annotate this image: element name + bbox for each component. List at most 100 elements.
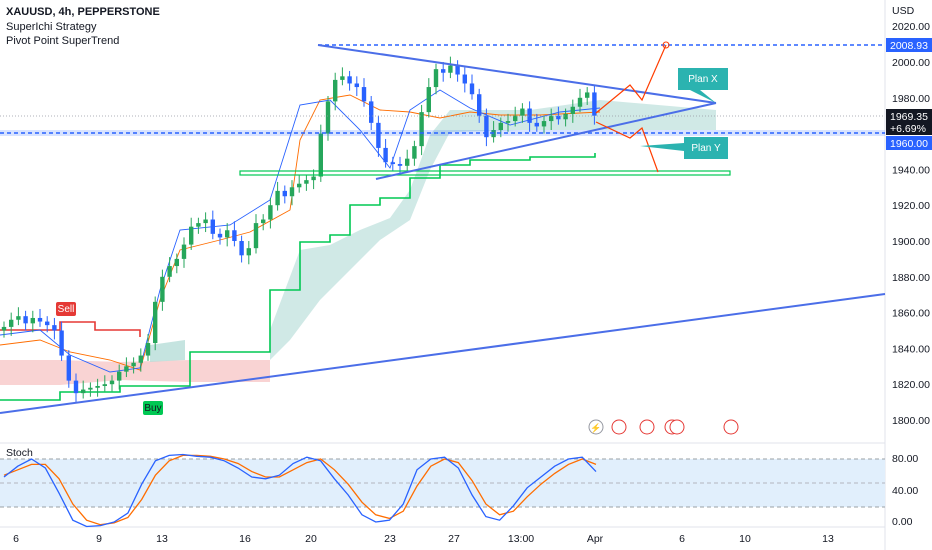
plan-x-projection <box>595 44 667 114</box>
price-tick-label: 1880.00 <box>892 272 930 284</box>
stoch-tick-0: 0.00 <box>892 516 913 528</box>
time-tick-label: 6 <box>13 533 19 545</box>
candle-body <box>462 74 467 84</box>
candle-body <box>282 190 287 197</box>
candle-body <box>383 147 388 163</box>
candle-body <box>268 205 273 220</box>
tenkan-line <box>0 89 601 373</box>
candle-body <box>325 101 331 134</box>
candle-body <box>167 266 172 277</box>
us-flag-icon[interactable] <box>669 419 685 435</box>
tag-current-price-text: 1969.35 <box>890 111 928 123</box>
candle-body <box>153 301 158 344</box>
time-tick-label: Apr <box>587 533 604 545</box>
candle-body <box>9 319 14 327</box>
indicator-superichi[interactable]: SuperIchi Strategy <box>6 21 97 33</box>
lightning-icon[interactable] <box>588 419 604 435</box>
candlestick-series <box>1 56 597 403</box>
time-tick-label: 20 <box>305 533 317 545</box>
kijun-line <box>0 94 601 371</box>
candle-body <box>369 101 374 123</box>
candle-body <box>412 146 417 159</box>
candle-body <box>549 115 554 122</box>
candle-body <box>405 158 410 166</box>
candle-body <box>469 83 475 95</box>
candle-body <box>527 108 532 123</box>
candle-body <box>426 87 431 113</box>
indicator-supertrend[interactable]: Pivot Point SuperTrend <box>6 35 120 47</box>
ichimoku-cloud <box>0 100 716 385</box>
tag-support-level: 1960.00 <box>886 136 932 150</box>
candle-body <box>102 384 107 386</box>
candle-body <box>484 115 489 138</box>
tag-top-level: 2008.93 <box>886 38 932 52</box>
candle-body <box>232 230 237 241</box>
us-flag-icon[interactable] <box>723 419 739 435</box>
candle-body <box>16 316 21 320</box>
candle-body <box>73 380 79 394</box>
price-tick-label: 1840.00 <box>892 343 930 355</box>
time-tick-label: 13 <box>156 533 168 545</box>
candle-body <box>556 115 561 120</box>
candle-body <box>59 330 64 356</box>
candle-body <box>253 223 259 249</box>
candle-body <box>30 317 35 324</box>
price-tick-label: 1940.00 <box>892 164 930 176</box>
candle-body <box>498 122 503 131</box>
candle-body <box>275 190 280 206</box>
candle-body <box>361 87 367 102</box>
support-zone-box <box>239 170 731 176</box>
candle-body <box>433 69 439 88</box>
plan-x-label: Plan X <box>678 68 728 103</box>
time-tick-label: 10 <box>739 533 751 545</box>
stoch-label: Stoch <box>6 447 33 459</box>
candle-body <box>333 79 338 102</box>
candle-body <box>246 248 251 256</box>
stoch-k-line <box>3 453 597 528</box>
currency-label: USD <box>892 5 915 17</box>
candle-body <box>189 226 194 245</box>
cloud-teal <box>150 340 185 362</box>
supertrend-up <box>0 153 596 401</box>
candle-body <box>174 258 179 267</box>
support-1960-zone <box>0 130 885 136</box>
price-ticks: 2020.00 2000.00 1980.00 1940.00 1920.00 1900.… <box>892 21 930 427</box>
us-flag-icon[interactable] <box>639 419 655 435</box>
candle-body <box>109 380 115 385</box>
candle-body <box>311 176 316 181</box>
candle-body <box>203 219 208 224</box>
candle-body <box>145 343 151 356</box>
candle-body <box>390 162 395 165</box>
candle-body <box>124 366 129 372</box>
candle-body <box>376 122 381 148</box>
candle-body <box>577 97 583 107</box>
cloud-teal <box>270 100 716 360</box>
candle-body <box>138 355 143 363</box>
candle-body <box>441 69 446 73</box>
candle-body <box>585 92 590 98</box>
tag-top-text: 2008.93 <box>890 40 928 52</box>
stoch-tick-40: 40.00 <box>892 485 918 497</box>
triangle-upper-line <box>317 44 717 104</box>
candle-body <box>1 326 7 331</box>
event-icons[interactable]: ⚡ <box>588 419 739 435</box>
candle-body <box>289 187 295 197</box>
price-tick-label: 1860.00 <box>892 308 930 320</box>
supertrend-down <box>0 321 141 337</box>
buy-signal-text: Buy <box>144 403 161 414</box>
candle-body <box>455 65 460 75</box>
tag-support-text: 1960.00 <box>890 138 928 150</box>
candle-body <box>563 113 568 120</box>
candle-body <box>347 76 352 84</box>
candle-body <box>477 94 482 116</box>
candle-body <box>225 230 230 238</box>
time-tick-label: 13 <box>822 533 834 545</box>
candle-body <box>160 276 165 302</box>
symbol-title[interactable]: XAUUSD, 4h, PEPPERSTONE <box>6 6 160 18</box>
price-tick-label: 2020.00 <box>892 21 930 33</box>
candle-body <box>88 387 93 390</box>
price-tick-label: 2000.00 <box>892 57 930 69</box>
us-flag-icon[interactable] <box>611 419 627 435</box>
price-tick-label: 1980.00 <box>892 93 930 105</box>
candle-body <box>592 92 597 116</box>
